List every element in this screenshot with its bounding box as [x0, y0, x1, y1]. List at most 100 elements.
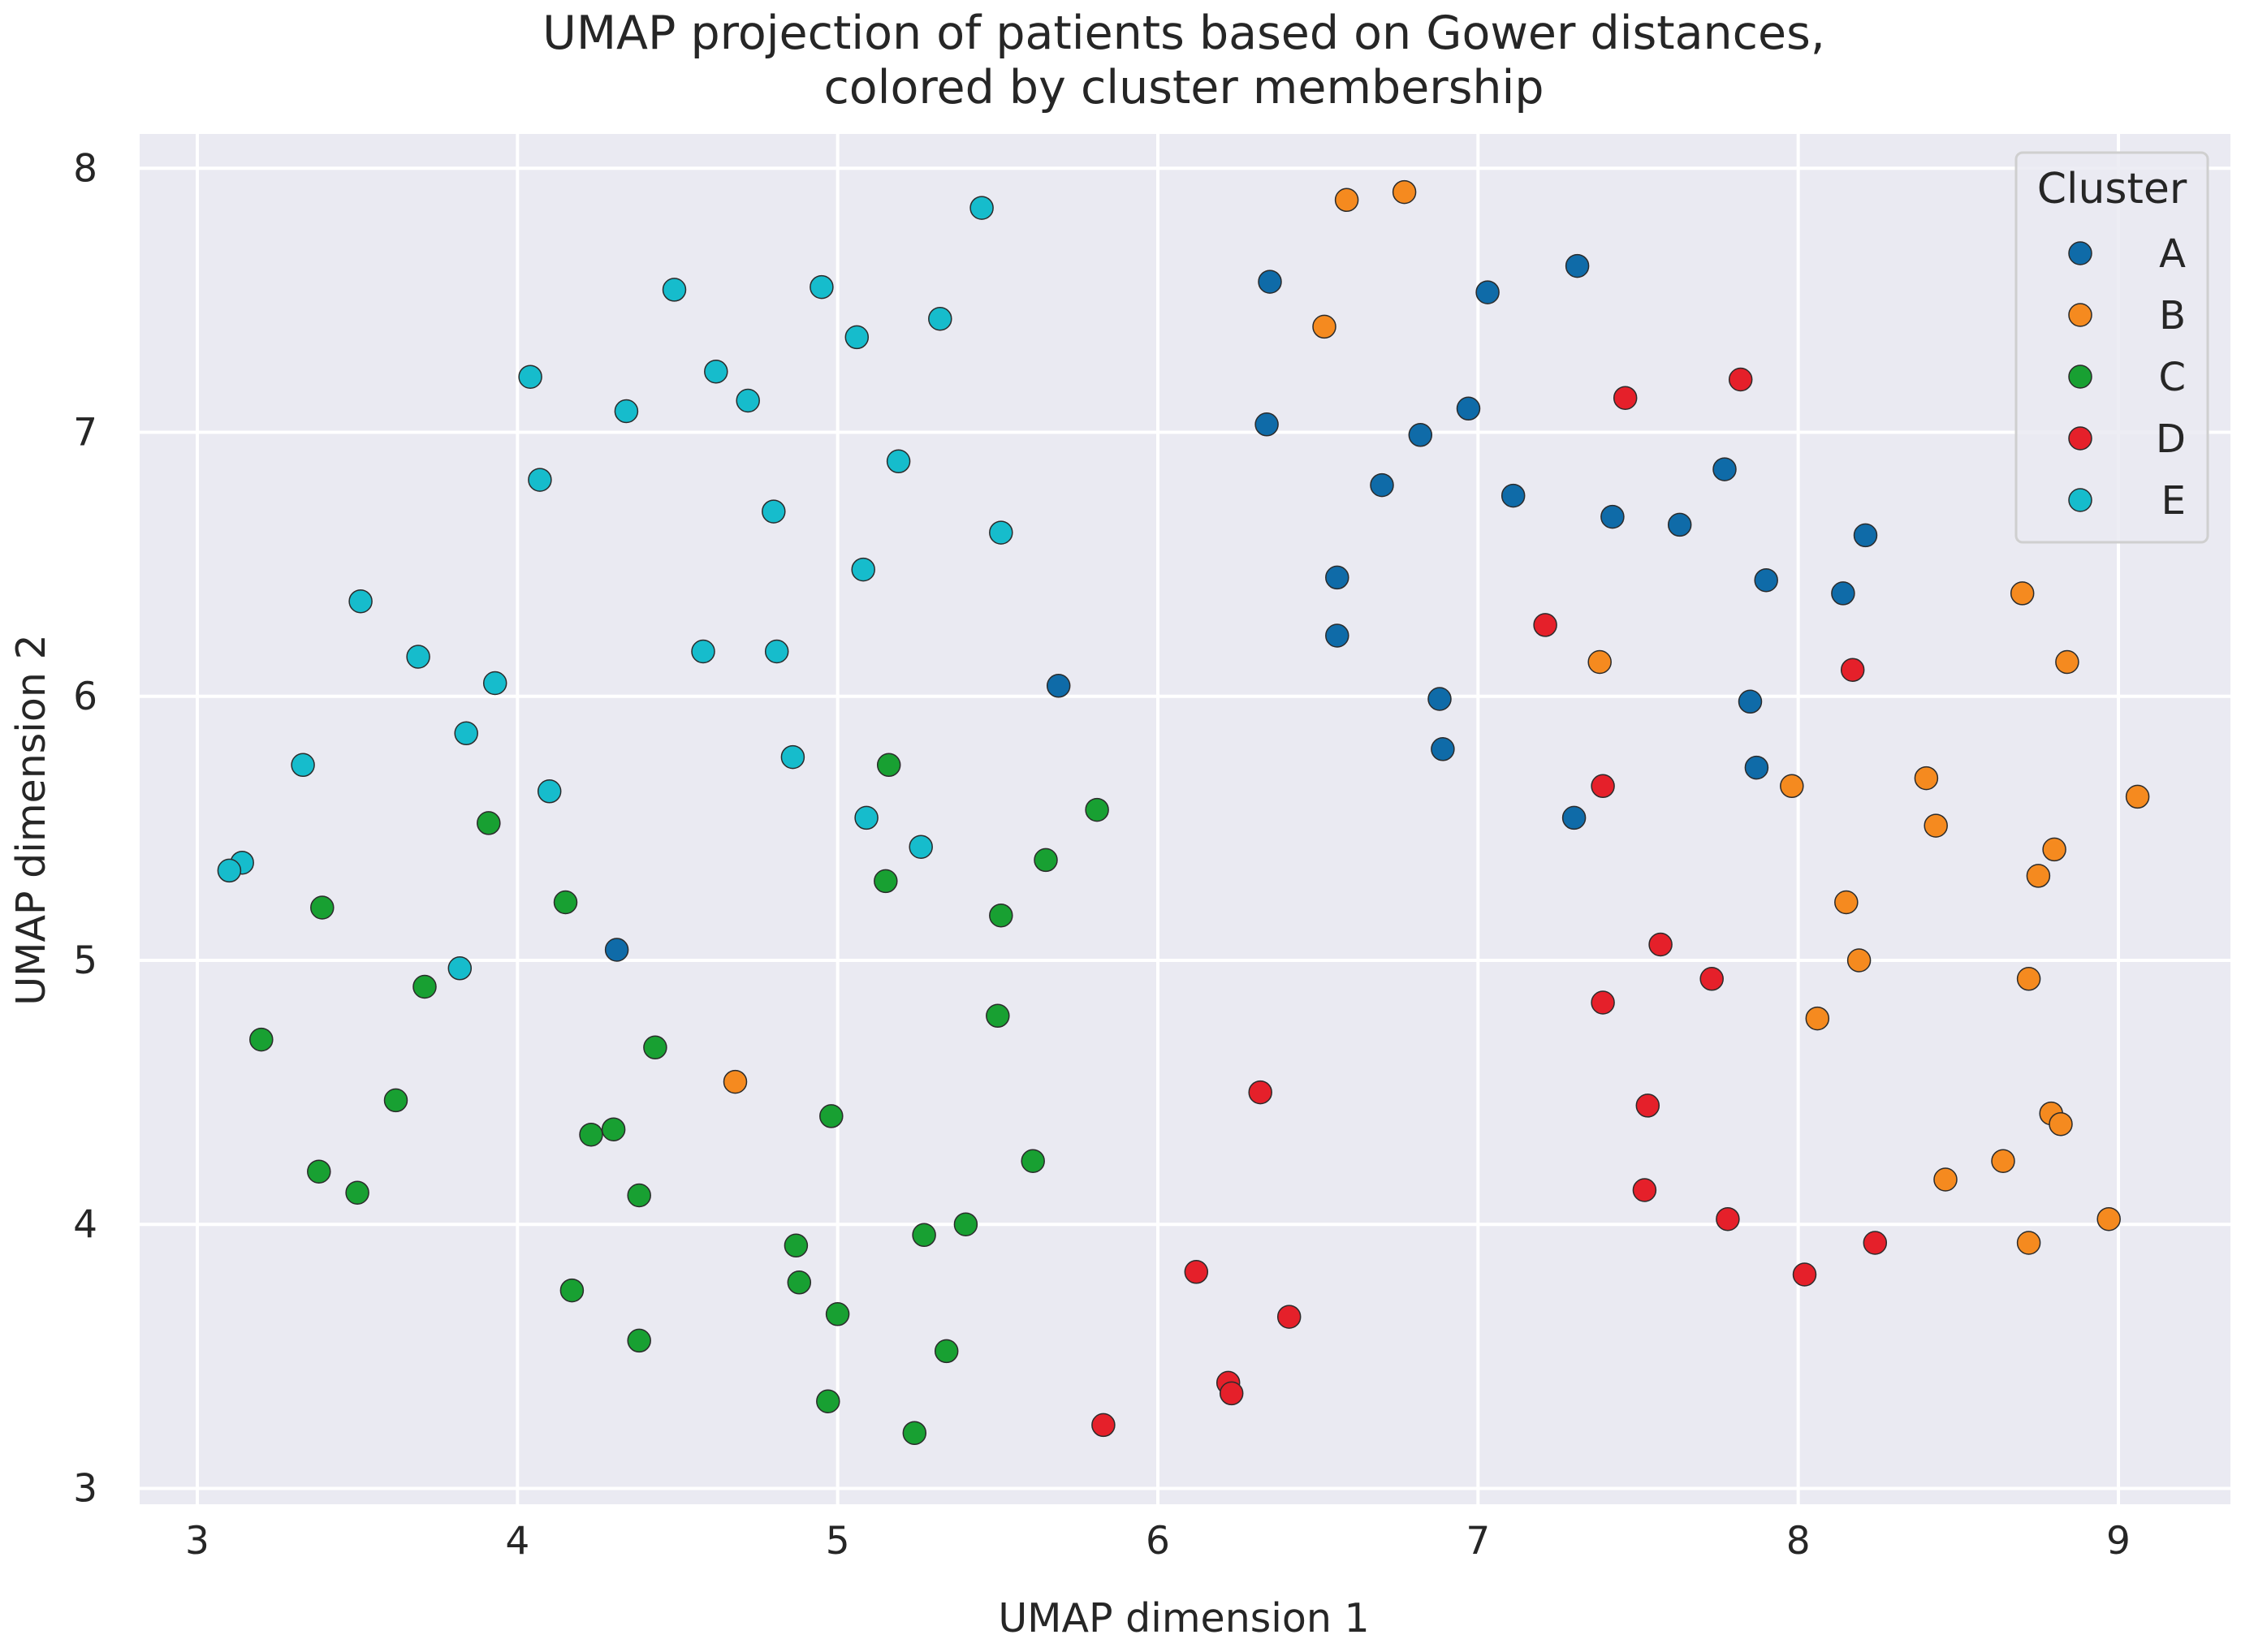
data-point-a [1456, 396, 1481, 421]
data-point-a [1325, 565, 1349, 590]
data-point-b [1846, 948, 1872, 973]
legend-label-a: A [2159, 231, 2186, 277]
legend-marker-c [2068, 364, 2092, 389]
data-point-c [934, 1339, 959, 1364]
y-axis-label: UMAP dimension 2 [8, 634, 54, 1005]
data-point-e [736, 388, 760, 413]
data-point-e [989, 520, 1013, 545]
data-point-a [1427, 687, 1452, 711]
data-point-e [704, 359, 728, 384]
data-point-d [1840, 658, 1865, 682]
data-point-d [1533, 613, 1557, 637]
chart-title-line-1: UMAP projection of patients based on Gow… [542, 6, 1825, 60]
data-point-e [447, 956, 473, 981]
series-c [249, 753, 1109, 1445]
data-point-e [691, 639, 715, 664]
x-tick-label: 9 [2106, 1519, 2131, 1564]
legend-label-d: D [2156, 416, 2186, 462]
data-point-c [1034, 848, 1058, 873]
data-point-d [1728, 367, 1753, 392]
data-point-e [928, 306, 952, 331]
data-point-a [1600, 504, 1625, 529]
data-point-b [1780, 774, 1804, 799]
data-point-c [819, 1104, 844, 1128]
data-point-c [902, 1421, 927, 1445]
data-point-c [953, 1212, 978, 1236]
x-tick-label: 7 [1466, 1519, 1490, 1564]
data-point-c [249, 1027, 274, 1052]
data-point-c [874, 869, 898, 894]
data-point-b [2010, 581, 2035, 606]
data-point-d [1248, 1080, 1272, 1105]
data-point-e [886, 449, 911, 474]
y-tick-label: 8 [73, 146, 97, 191]
x-axis-label: UMAP dimension 1 [998, 1595, 1369, 1641]
data-point-e [969, 196, 994, 220]
series-b [723, 179, 2150, 1255]
data-point-a [1325, 623, 1349, 648]
data-point-c [412, 974, 437, 999]
data-point-c [559, 1278, 585, 1303]
data-point-b [2042, 837, 2066, 862]
data-point-a [1046, 674, 1071, 698]
data-point-d [1613, 386, 1638, 410]
data-point-e [780, 744, 805, 770]
data-point-d [1091, 1413, 1116, 1438]
x-tick-label: 3 [185, 1519, 209, 1564]
data-point-a [1667, 512, 1692, 537]
data-point-b [1392, 179, 1417, 205]
data-point-a [1500, 483, 1526, 508]
data-point-d [1635, 1093, 1660, 1118]
data-point-c [477, 811, 501, 835]
data-point-d [1863, 1231, 1888, 1255]
data-point-a [1254, 412, 1279, 437]
data-point-a [1370, 472, 1394, 498]
data-point-a [1754, 567, 1778, 593]
data-point-c [816, 1389, 840, 1413]
data-point-c [784, 1233, 809, 1258]
data-point-e [217, 858, 242, 883]
plot-area [140, 134, 2230, 1504]
chart-title-line-2: colored by cluster membership [823, 61, 1544, 114]
data-point-e [348, 589, 373, 614]
data-point-e [854, 805, 879, 830]
data-point-b [1805, 1006, 1830, 1031]
y-tick-label: 6 [73, 675, 97, 719]
data-point-b [1834, 890, 1859, 915]
data-point-c [579, 1122, 603, 1147]
data-point-b [2016, 1231, 2041, 1255]
data-point-a [1475, 280, 1500, 304]
data-point-b [2049, 1111, 2073, 1137]
series-e [217, 196, 1013, 981]
data-point-c [627, 1183, 651, 1208]
data-point-e [518, 364, 542, 389]
data-point-b [2125, 784, 2150, 809]
data-point-b [2055, 649, 2079, 675]
data-point-a [1853, 523, 1878, 548]
data-point-e [662, 278, 687, 302]
x-tick-label: 6 [1146, 1519, 1170, 1564]
y-tick-label: 7 [73, 411, 97, 455]
data-point-b [2026, 864, 2051, 888]
data-point-a [1561, 805, 1587, 830]
data-point-e [762, 499, 786, 524]
data-point-d [1648, 932, 1673, 957]
legend-marker-e [2068, 488, 2092, 512]
data-point-c [912, 1223, 936, 1248]
data-point-e [851, 557, 875, 582]
grid-lines [140, 134, 2230, 1504]
data-point-a [1712, 457, 1737, 481]
legend-label-c: C [2158, 355, 2186, 400]
data-point-b [1334, 188, 1359, 213]
y-tick-label: 5 [73, 938, 97, 983]
data-point-c [345, 1180, 369, 1205]
legend-marker-a [2068, 241, 2092, 265]
data-point-e [537, 779, 562, 804]
data-point-c [553, 890, 578, 915]
series-a [604, 253, 1878, 962]
data-point-e [454, 721, 478, 746]
data-point-d [1591, 990, 1615, 1015]
data-point-c [643, 1035, 667, 1060]
data-point-e [810, 274, 834, 300]
data-point-d [1591, 774, 1615, 799]
